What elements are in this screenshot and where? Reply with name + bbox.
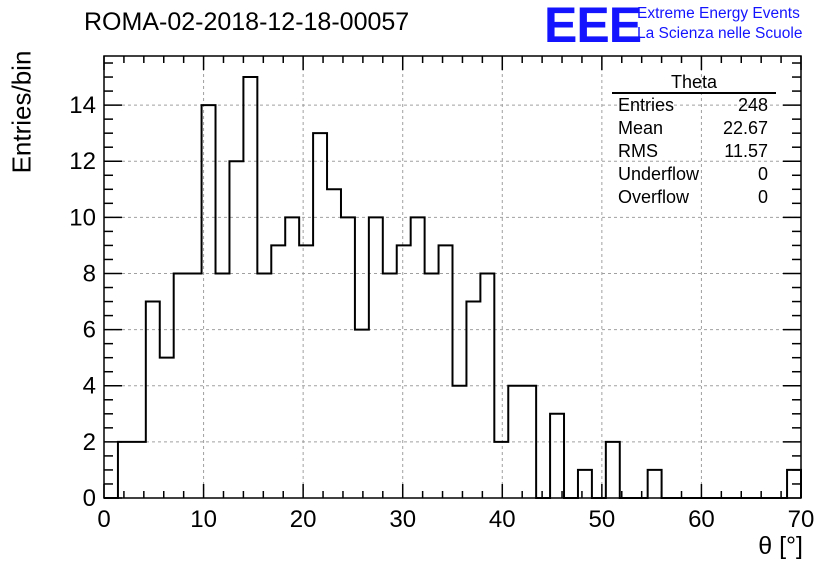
y-tick-label: 10: [69, 204, 96, 231]
histogram-bin: [313, 133, 327, 498]
stats-row: RMS 11.57: [612, 140, 776, 163]
histogram-bin: [355, 330, 369, 498]
x-tick-label: 50: [589, 506, 616, 533]
x-tick-label: 60: [688, 506, 715, 533]
stats-box: Theta Entries 248 Mean 22.67 RMS 11.57 Unde…: [612, 72, 776, 209]
stats-value: 11.57: [724, 141, 768, 161]
stats-value: 0: [757, 187, 768, 207]
stats-title: Theta: [612, 72, 776, 94]
stats-row: Underflow 0: [612, 163, 776, 186]
y-tick-label: 2: [83, 429, 96, 456]
histogram-line: [104, 76, 802, 499]
y-tick-label: 8: [83, 260, 96, 287]
histogram-bin: [118, 442, 132, 498]
stats-value: 248: [737, 95, 768, 115]
stats-label: Entries: [618, 95, 675, 115]
histogram-bin: [271, 245, 285, 498]
histogram-bin: [216, 273, 230, 498]
histogram-bin: [341, 217, 355, 498]
histogram-bin: [606, 442, 620, 498]
histogram-bin: [243, 77, 257, 498]
histogram-bin: [132, 442, 146, 498]
histogram-bin: [160, 358, 174, 498]
histogram-bin: [327, 189, 341, 498]
y-tick-label: 6: [83, 317, 96, 344]
x-tick-label: 30: [389, 506, 416, 533]
y-tick-label: 4: [83, 373, 96, 400]
histogram-bin: [466, 302, 480, 498]
logo-caption: Extreme Energy Events La Scienza nelle S…: [637, 4, 802, 44]
histogram-bin: [550, 414, 564, 498]
stats-label: Underflow: [618, 164, 700, 184]
logo-caption-line1: Extreme Energy Events: [637, 5, 800, 22]
stats-label: Overflow: [618, 187, 690, 207]
stats-row: Entries 248: [612, 94, 776, 117]
histogram-bin: [411, 217, 425, 498]
y-axis-label: Entries/bin: [6, 50, 37, 174]
x-tick-label: 20: [290, 506, 317, 533]
y-tick-label: 12: [69, 148, 96, 175]
stats-value: 0: [757, 164, 768, 184]
histogram-bin: [285, 217, 299, 498]
histogram-bin: [369, 217, 383, 498]
stats-row: Overflow 0: [612, 186, 776, 209]
histogram-bin: [578, 470, 592, 498]
x-tick-label: 10: [190, 506, 217, 533]
stats-row: Mean 22.67: [612, 117, 776, 140]
axis-ticks: 0 10 20 30 40 50 60 70 0 2 4 6 8 10 12 14: [69, 56, 814, 533]
x-axis-label: θ [°]: [758, 532, 803, 560]
y-tick-label: 0: [83, 485, 96, 512]
histogram-bin: [257, 273, 271, 498]
histogram-bin: [397, 245, 411, 498]
histogram-bin: [146, 302, 160, 498]
plot-frame: [103, 55, 802, 499]
logo-caption-line2: La Scienza nelle Scuole: [637, 25, 803, 42]
y-tick-label: 14: [69, 92, 96, 119]
stats-label: RMS: [618, 141, 658, 161]
histogram-bin: [494, 442, 508, 498]
stats-value: 22.67: [722, 118, 768, 138]
run-title: ROMA-02-2018-12-18-00057: [84, 8, 410, 36]
histogram-bin: [648, 470, 662, 498]
x-tick-label: 0: [97, 506, 110, 533]
x-tick-label: 70: [788, 506, 815, 533]
histogram-bin: [299, 245, 313, 498]
x-tick-label: 40: [489, 506, 516, 533]
histogram-bin: [439, 245, 453, 498]
stats-label: Mean: [618, 118, 664, 138]
eee-logo: EEE: [544, 0, 642, 53]
histogram-bin: [174, 273, 188, 498]
